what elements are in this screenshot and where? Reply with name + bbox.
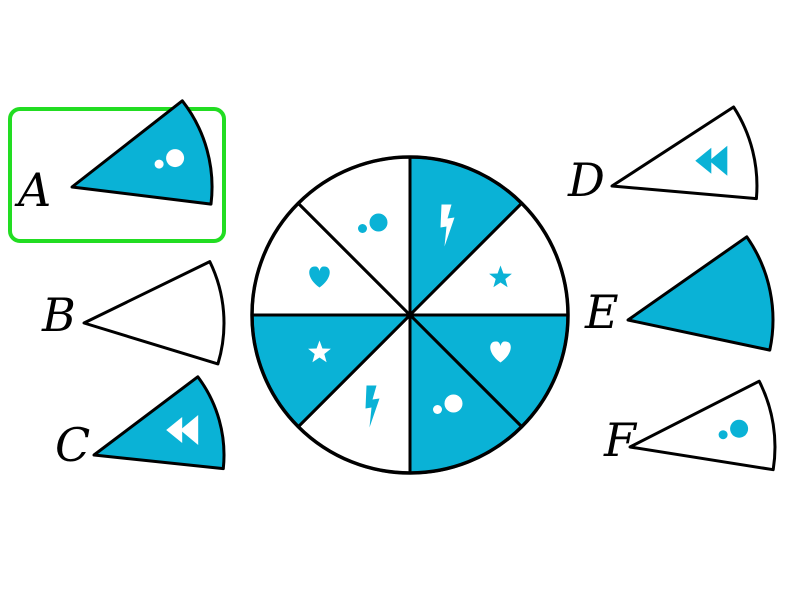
- dots-icon: [358, 213, 388, 233]
- option-b[interactable]: B: [41, 260, 226, 366]
- option-letter: B: [41, 288, 76, 342]
- double-triangle-icon: [166, 415, 199, 445]
- selection-highlight: [8, 107, 226, 243]
- option-slice: [92, 375, 226, 471]
- option-letter: A: [14, 163, 51, 217]
- double-triangle-icon: [695, 145, 728, 176]
- option-slice: [82, 260, 226, 366]
- option-slice: [610, 105, 759, 201]
- option-letter: C: [55, 418, 90, 472]
- wheel-rim: [250, 155, 570, 475]
- dots-icon: [154, 149, 185, 169]
- option-slice: [626, 235, 775, 352]
- option-f[interactable]: F: [603, 379, 777, 472]
- option-letter: D: [567, 153, 605, 207]
- lightning-icon: [440, 204, 455, 247]
- star-icon: [489, 265, 512, 288]
- option-c[interactable]: C: [55, 375, 226, 472]
- option-letter: F: [603, 413, 638, 467]
- option-slice: [70, 99, 214, 206]
- option-e[interactable]: E: [584, 235, 775, 352]
- option-d[interactable]: D: [567, 105, 759, 207]
- dots-icon: [718, 419, 749, 440]
- pizza-wheel: [250, 155, 570, 475]
- lightning-icon: [365, 385, 380, 428]
- option-letter: E: [584, 285, 619, 339]
- heart-icon: [309, 266, 330, 288]
- option-slice: [628, 379, 777, 472]
- option-a[interactable]: A: [8, 99, 226, 243]
- dots-icon: [433, 394, 463, 414]
- heart-icon: [490, 341, 511, 363]
- answer-options: A B C D E F: [8, 99, 777, 472]
- star-icon: [308, 340, 331, 363]
